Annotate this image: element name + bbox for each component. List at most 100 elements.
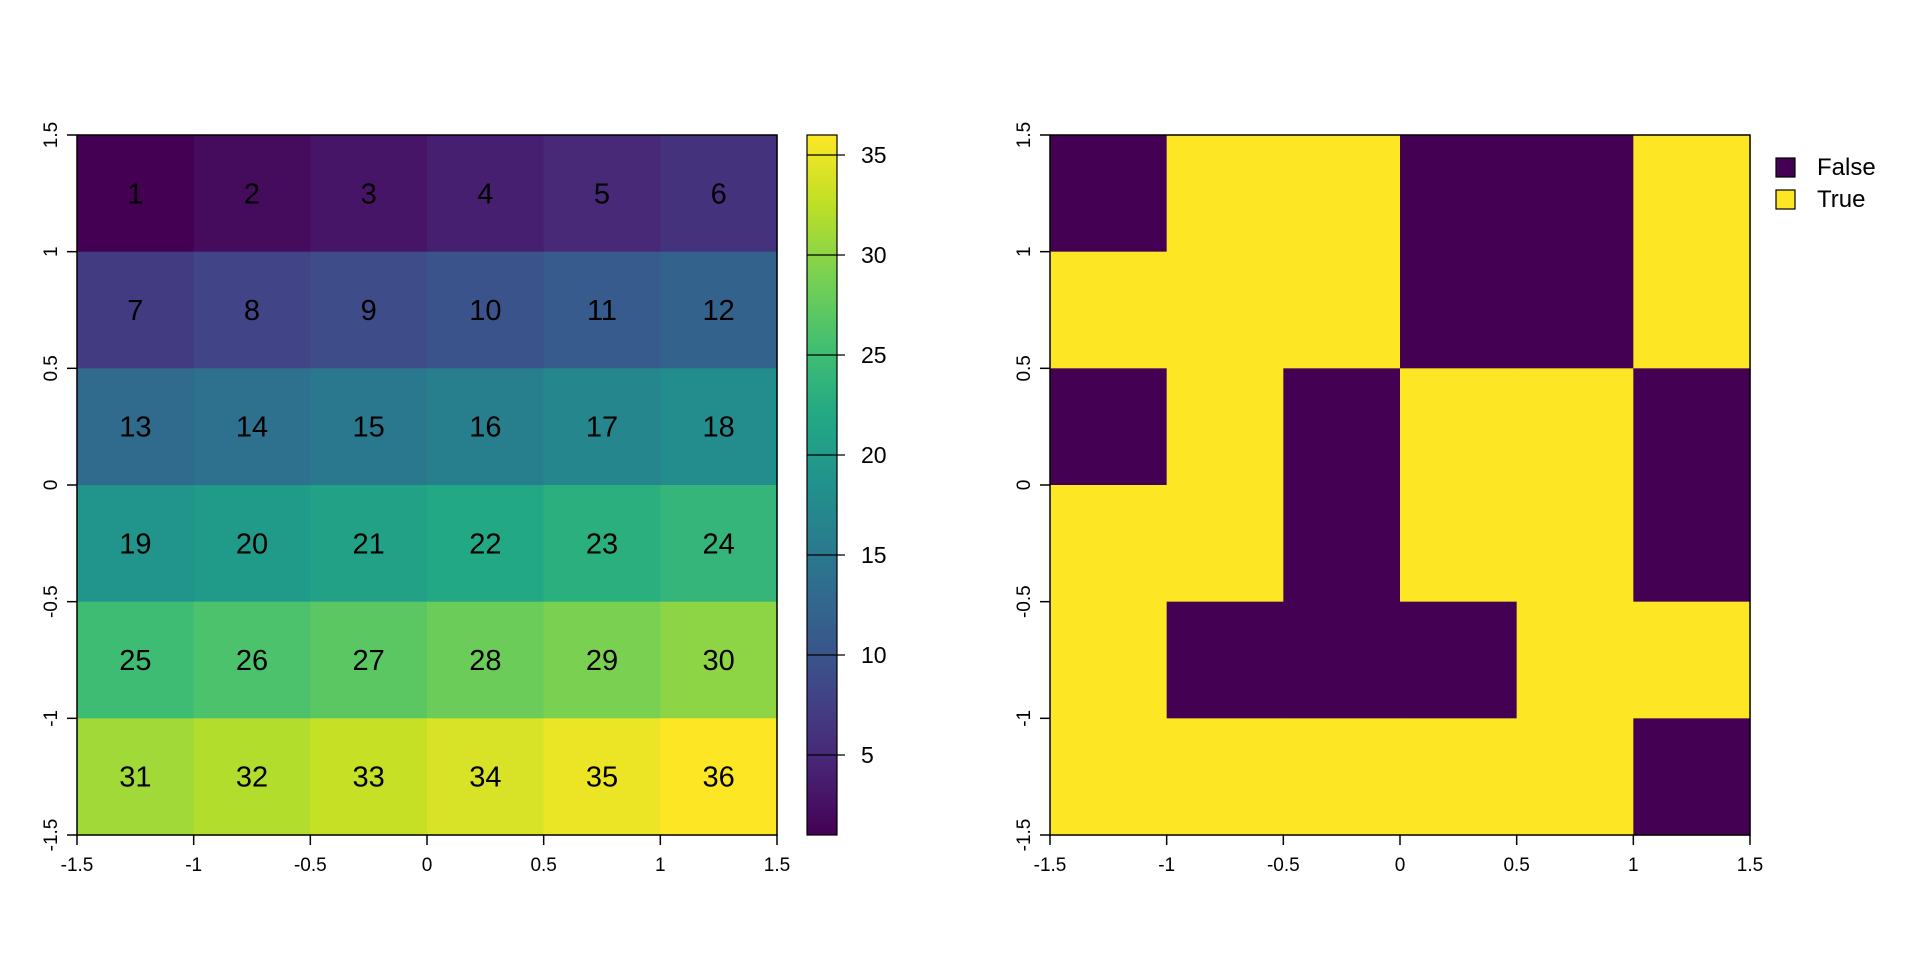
heatmap-cell: [1633, 251, 1751, 369]
cell-value-label: 22: [469, 528, 501, 560]
heatmap-cell: [1516, 718, 1634, 836]
cell-value-label: 28: [469, 645, 501, 677]
cell-value-label: 5: [594, 178, 610, 210]
heatmap-cell: [660, 485, 778, 603]
cell-value-label: 18: [703, 412, 735, 444]
heatmap-cell: [427, 368, 545, 486]
heatmap-cell: [193, 135, 311, 253]
heatmap-cell: [1633, 485, 1751, 603]
heatmap-cell: [660, 718, 778, 836]
heatmap-cell: [427, 251, 545, 369]
colorbar-tick-label: 30: [861, 242, 887, 268]
y-tick-label: -1.5: [1014, 819, 1035, 852]
heatmap-cell: [543, 601, 661, 719]
legend-label: True: [1817, 186, 1865, 213]
cell-value-label: 7: [127, 295, 143, 327]
heatmap-cell: [1050, 718, 1168, 836]
heatmap-cell: [1050, 601, 1168, 719]
left-colorbar: 5 10 15 20 25 30 35: [806, 134, 887, 836]
cell-value-label: 2: [244, 178, 260, 210]
heatmap-cell: [1516, 251, 1634, 369]
y-tick-label: -1.5: [41, 819, 62, 852]
cell-value-label: 32: [236, 762, 268, 794]
x-tick-label: -1: [185, 855, 202, 876]
heatmap-cell: [427, 485, 545, 603]
x-tick-label: -1: [1158, 855, 1175, 876]
heatmap-cell: [1283, 368, 1401, 486]
legend-label: False: [1817, 154, 1876, 181]
heatmap-cell: [1400, 485, 1518, 603]
right-legend: False True: [1775, 154, 1876, 213]
x-tick-label: 1: [1628, 855, 1639, 876]
right-heatmap-plot: -1.5 -1 -0.5 0 0.5 1 1.5 -1.5 -1 -0.5 0 0.5 1 1.5: [1014, 122, 1763, 876]
cell-value-label: 12: [703, 295, 735, 327]
cell-value-label: 35: [586, 762, 618, 794]
heatmap-cell: [1283, 485, 1401, 603]
y-tick-label: -0.5: [41, 585, 62, 618]
heatmap-cell: [193, 251, 311, 369]
y-tick-label: -1: [1014, 710, 1035, 727]
heatmap-cell: [1283, 135, 1401, 253]
heatmap-cell: [543, 251, 661, 369]
colorbar-tick-label: 15: [861, 542, 887, 568]
cell-value-label: 19: [119, 528, 151, 560]
y-tick-label: -1: [41, 710, 62, 727]
legend-swatch: [1775, 189, 1796, 210]
heatmap-cell: [1400, 368, 1518, 486]
cell-value-label: 14: [236, 412, 268, 444]
heatmap-cell: [77, 718, 195, 836]
heatmap-cell: [77, 368, 195, 486]
cell-value-label: 30: [703, 645, 735, 677]
heatmap-cell: [427, 601, 545, 719]
heatmap-cell: [193, 601, 311, 719]
heatmap-cell: [310, 135, 428, 253]
heatmap-cell: [1166, 368, 1284, 486]
y-tick-label: 0: [41, 480, 62, 491]
cell-value-label: 10: [469, 295, 501, 327]
cell-value-label: 21: [353, 528, 385, 560]
cell-value-label: 33: [353, 762, 385, 794]
legend-swatch: [1775, 157, 1796, 178]
x-tick-label: -0.5: [1267, 855, 1300, 876]
cell-value-label: 23: [586, 528, 618, 560]
cell-value-label: 31: [119, 762, 151, 794]
heatmap-cell: [1166, 251, 1284, 369]
heatmap-cell: [1283, 251, 1401, 369]
cell-value-label: 4: [477, 178, 493, 210]
heatmap-cell: [310, 485, 428, 603]
heatmap-cell: [427, 718, 545, 836]
cell-value-label: 24: [703, 528, 735, 560]
x-tick-label: 1: [655, 855, 666, 876]
y-tick-label: 1: [41, 246, 62, 257]
heatmap-cell: [77, 135, 195, 253]
heatmap-cell: [77, 251, 195, 369]
heatmap-cell: [1400, 135, 1518, 253]
heatmap-cell: [1400, 601, 1518, 719]
x-tick-label: 0: [422, 855, 433, 876]
y-tick-label: 0.5: [1014, 355, 1035, 381]
x-tick-label: -1.5: [61, 855, 94, 876]
colorbar-tick-label: 25: [861, 342, 887, 368]
y-tick-label: -0.5: [1014, 585, 1035, 618]
heatmap-cell: [1050, 485, 1168, 603]
cell-value-label: 9: [361, 295, 377, 327]
heatmap-cell: [1166, 485, 1284, 603]
y-tick-label: 1: [1014, 246, 1035, 257]
heatmap-cell: [1516, 368, 1634, 486]
cell-value-label: 1: [127, 178, 143, 210]
heatmap-cell: [77, 485, 195, 603]
cell-value-label: 34: [469, 762, 501, 794]
heatmap-cell: [310, 601, 428, 719]
colorbar-tick-label: 20: [861, 442, 887, 468]
heatmap-cell: [193, 485, 311, 603]
colorbar-gradient: [807, 135, 837, 835]
heatmap-cell: [543, 485, 661, 603]
heatmap-cell: [1400, 251, 1518, 369]
heatmap-cell: [1283, 601, 1401, 719]
cell-value-label: 26: [236, 645, 268, 677]
cell-value-label: 8: [244, 295, 260, 327]
x-tick-label: 1.5: [764, 855, 790, 876]
heatmap-cell: [543, 718, 661, 836]
cell-value-label: 25: [119, 645, 151, 677]
